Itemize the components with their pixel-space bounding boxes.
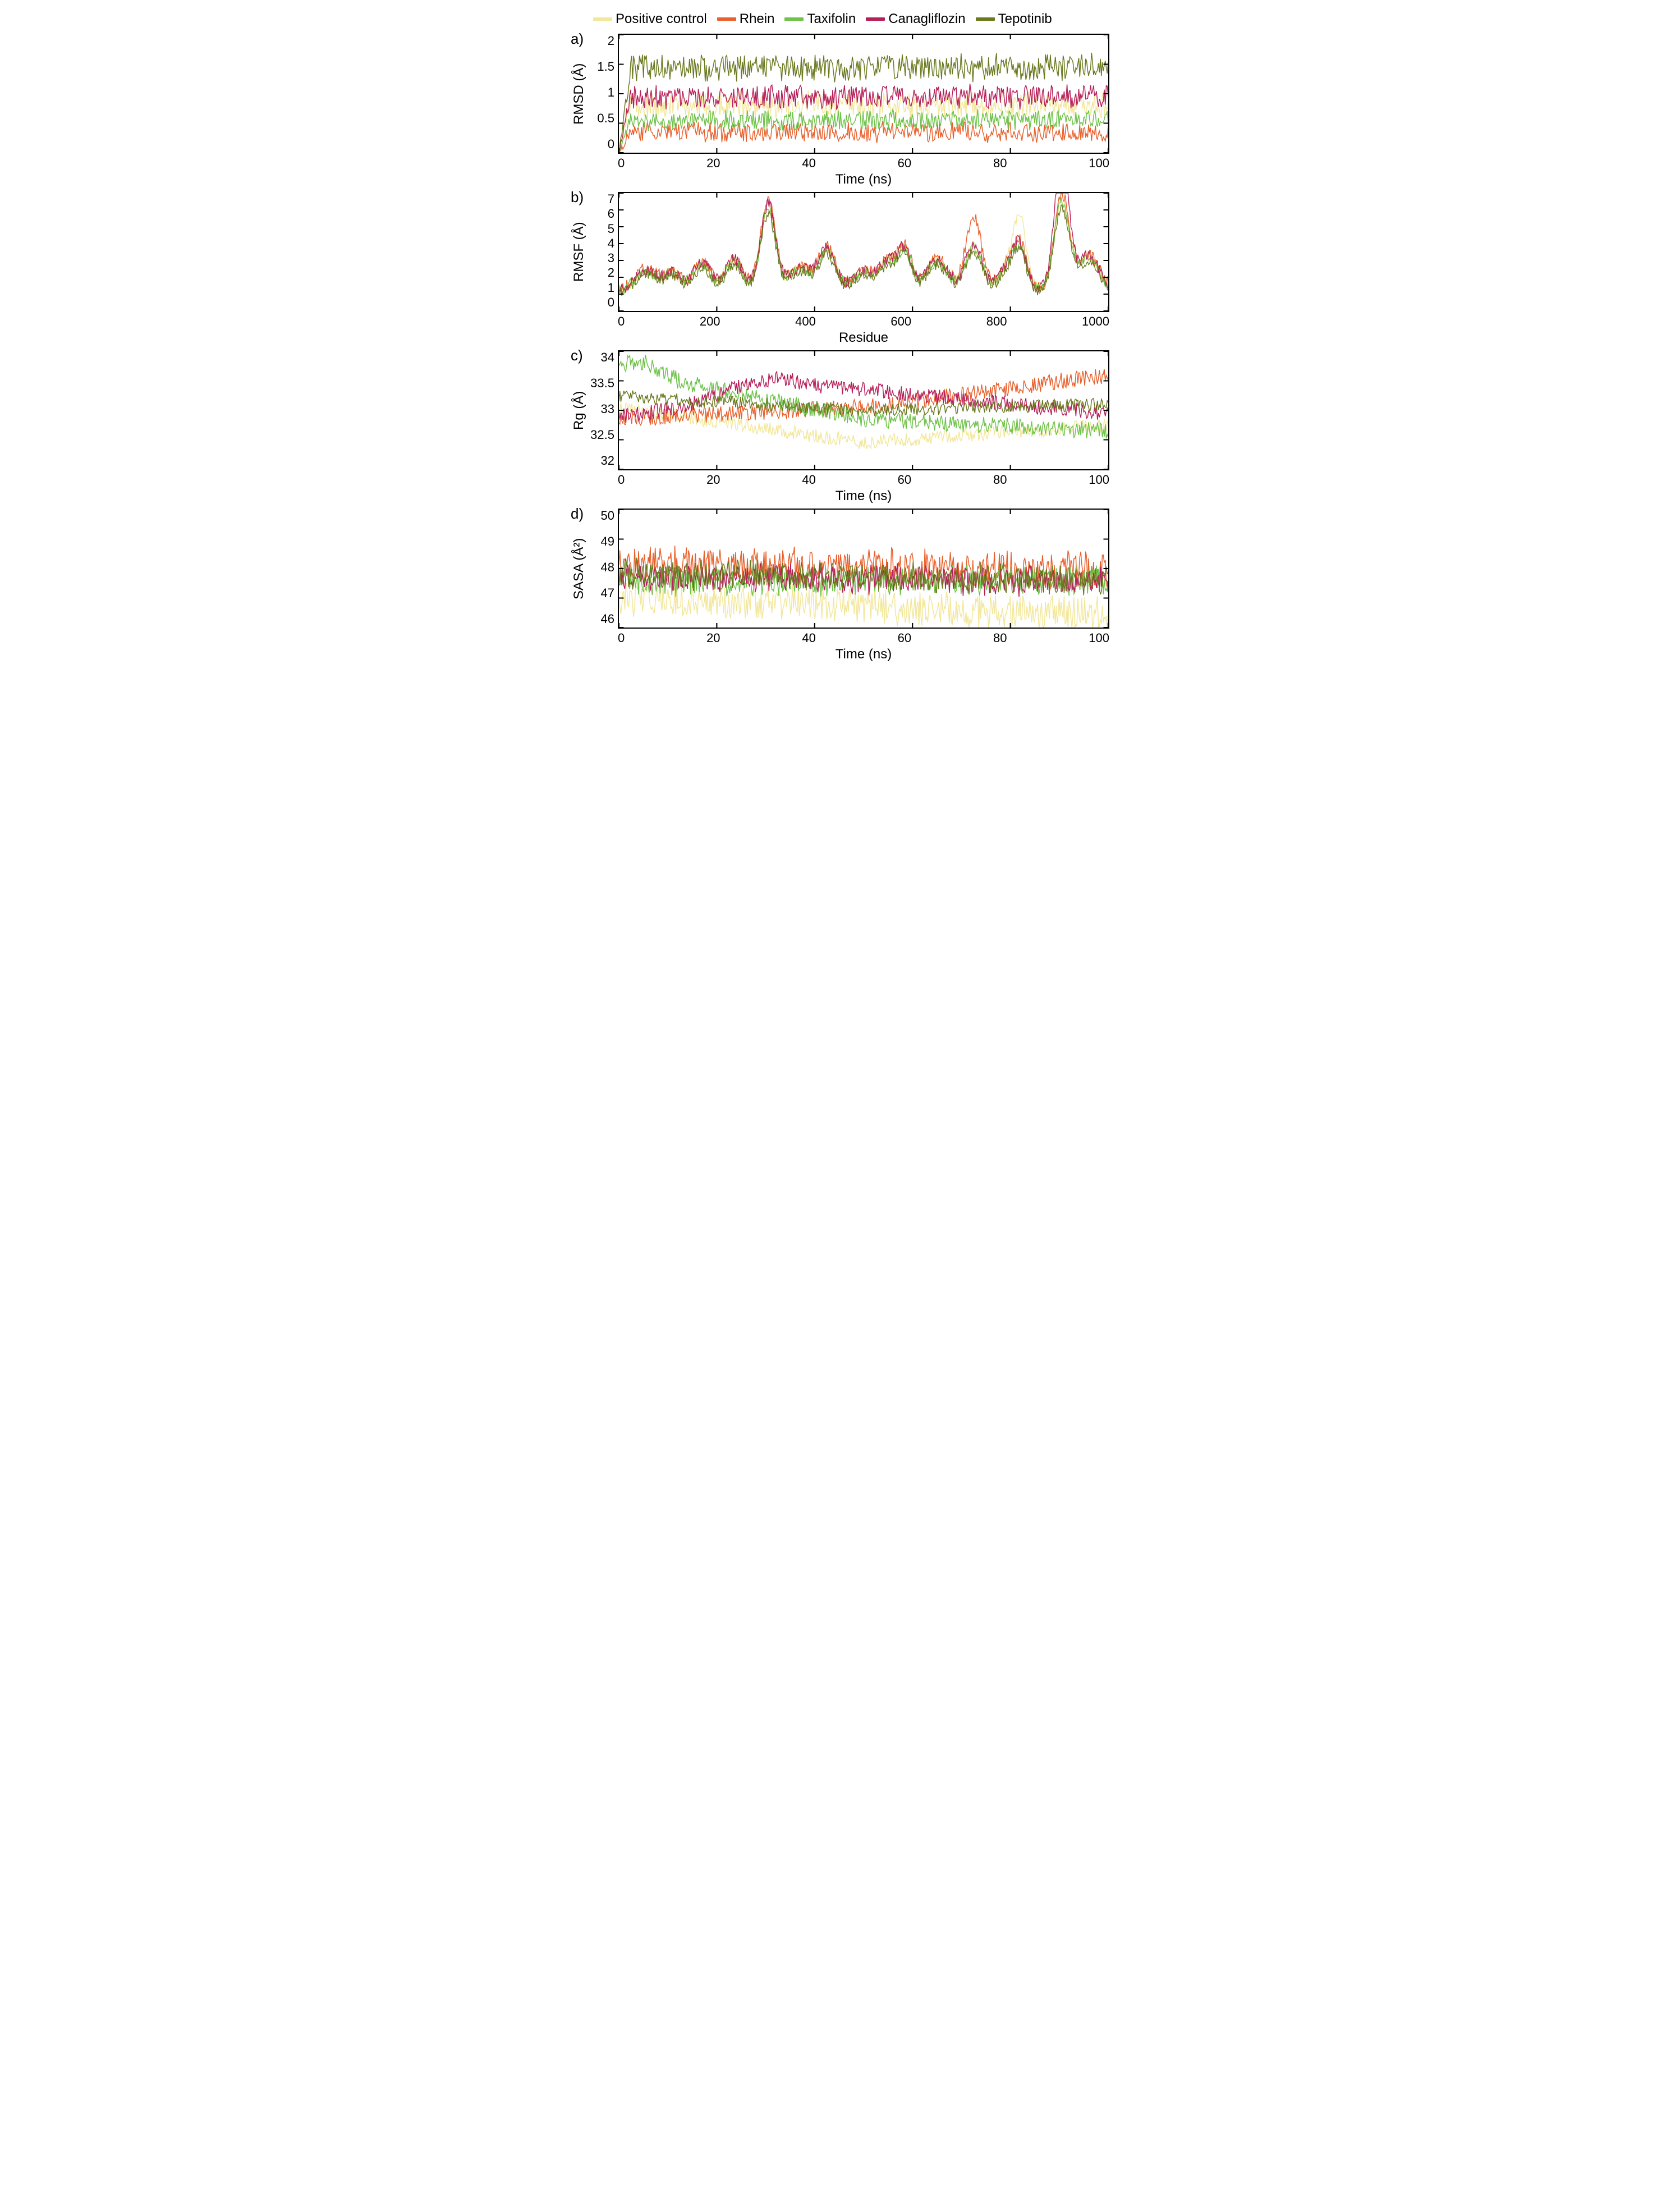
panel-a: a)RMSD (Å)21.510.50020406080100Time (ns) [571,34,1109,187]
xtick-label: 60 [898,631,911,645]
legend-label: Positive control [616,11,707,27]
xtick-label: 40 [802,473,815,487]
plot-area [618,350,1109,470]
legend-item: Positive control [593,11,707,27]
legend-label: Tepotinib [998,11,1052,27]
figure-container: Positive control Rhein Taxifolin Canagliflo… [571,11,1109,662]
yticks: 50 49 48 47 46 [587,509,618,626]
ytick-label: 7 [608,192,614,207]
legend-swatch [784,17,804,21]
ytick-label: 50 [601,509,614,523]
xtick-label: 100 [1089,473,1109,487]
ytick-label: 2 [608,34,614,48]
yticks: 34 33.5 33 32.5 32 [587,350,618,468]
xlabel: Time (ns) [618,488,1109,504]
legend-label: Taxifolin [807,11,856,27]
series-line [619,582,1108,628]
xlabel: Time (ns) [618,172,1109,187]
xtick-label: 0 [618,473,625,487]
ytick-label: 34 [601,350,614,365]
legend-swatch [593,17,612,21]
legend: Positive control Rhein Taxifolin Canagliflo… [571,11,1109,27]
xlabel: Residue [618,330,1109,346]
ytick-label: 5 [608,222,614,236]
xtick-label: 400 [795,314,816,329]
xlabel: Time (ns) [618,647,1109,662]
xtick-label: 600 [891,314,911,329]
legend-item: Rhein [717,11,775,27]
xtick-label: 40 [802,631,815,645]
panel-b: b)RMSF (Å)7654321002004006008001000Resid… [571,192,1109,346]
plot-area [618,509,1109,629]
panel-c: c)Rg (Å)3433.53332.532020406080100Time (… [571,350,1109,504]
xtick-label: 1000 [1082,314,1109,329]
legend-label: Rhein [740,11,775,27]
xticks: 0 20 40 60 80 100 [618,156,1109,171]
ytick-label: 32 [601,454,614,468]
ylabel: SASA (Å²) [571,509,587,629]
ytick-label: 4 [608,236,614,251]
xtick-label: 0 [618,631,625,645]
ytick-label: 0 [608,137,614,152]
plot-area [618,192,1109,312]
xtick-label: 100 [1089,631,1109,645]
legend-swatch [866,17,885,21]
series-line [619,355,1108,438]
ytick-label: 32.5 [590,428,614,442]
xtick-label: 20 [706,156,720,171]
plot-area [618,34,1109,154]
xtick-label: 80 [993,156,1007,171]
ytick-label: 0.5 [597,111,614,126]
xtick-label: 800 [986,314,1007,329]
ytick-label: 6 [608,207,614,221]
yticks: 2 1.5 1 0.5 0 [587,34,618,152]
ytick-label: 47 [601,586,614,601]
xticks: 0 200 400 600 800 1000 [618,314,1109,329]
legend-label: Canagliflozin [888,11,965,27]
legend-item: Canagliflozin [866,11,965,27]
legend-swatch [976,17,995,21]
legend-item: Taxifolin [784,11,856,27]
ytick-label: 1 [608,85,614,100]
ytick-label: 33 [601,402,614,416]
ylabel: Rg (Å) [571,350,587,470]
xtick-label: 20 [706,473,720,487]
xticks: 0 20 40 60 80 100 [618,631,1109,645]
xtick-label: 60 [898,473,911,487]
ytick-label: 33.5 [590,376,614,391]
xtick-label: 100 [1089,156,1109,171]
xtick-label: 80 [993,473,1007,487]
xtick-label: 0 [618,156,625,171]
series-line [619,121,1108,153]
ylabel: RMSF (Å) [571,192,587,312]
xtick-label: 40 [802,156,815,171]
ytick-label: 2 [608,265,614,280]
ytick-label: 49 [601,534,614,549]
legend-item: Tepotinib [976,11,1052,27]
ytick-label: 1 [608,281,614,295]
xtick-label: 60 [898,156,911,171]
xticks: 0 20 40 60 80 100 [618,473,1109,487]
yticks: 76543210 [587,192,618,310]
ytick-label: 1.5 [597,59,614,74]
ytick-label: 3 [608,251,614,265]
panel-d: d)SASA (Å²)5049484746020406080100Time (n… [571,509,1109,662]
ytick-label: 48 [601,560,614,575]
ytick-label: 0 [608,295,614,310]
ytick-label: 46 [601,612,614,626]
xtick-label: 20 [706,631,720,645]
legend-swatch [717,17,736,21]
ylabel: RMSD (Å) [571,34,587,154]
xtick-label: 80 [993,631,1007,645]
xtick-label: 0 [618,314,625,329]
xtick-label: 200 [700,314,720,329]
